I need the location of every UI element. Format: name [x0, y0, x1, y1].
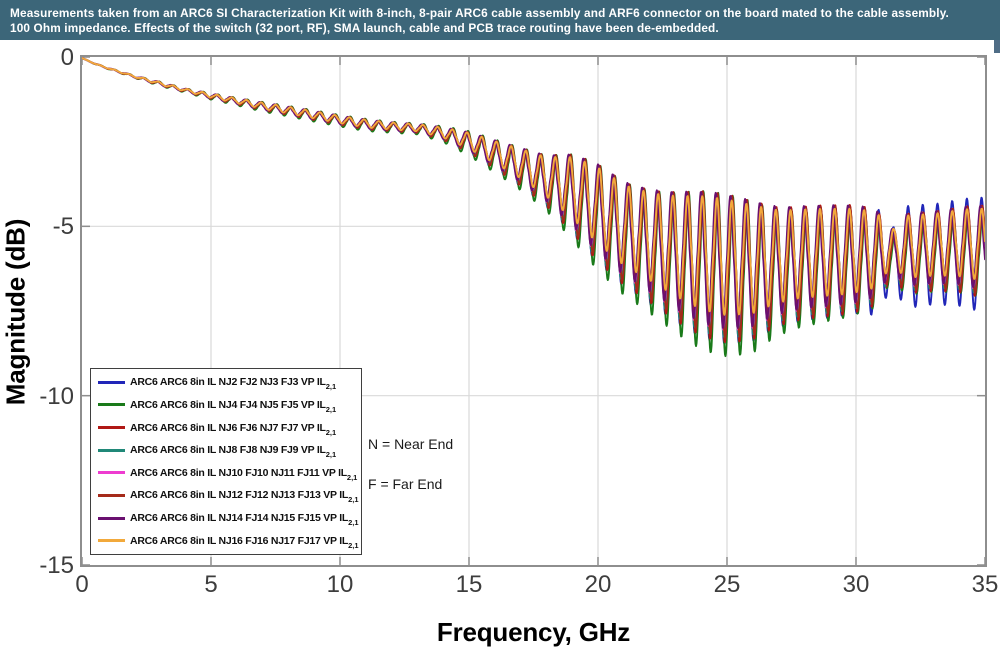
legend-label: ARC6 ARC6 8in IL NJ10 FJ10 NJ11 FJ11 VP … [130, 466, 358, 482]
legend-subscript: 2,1 [348, 518, 359, 528]
legend-swatch [98, 403, 125, 407]
annotation-far-end: F = Far End [368, 476, 443, 492]
annotation-near-end: N = Near End [368, 436, 454, 452]
x-tick-label: 15 [455, 571, 483, 598]
legend-subscript: 2,1 [348, 540, 359, 550]
legend-label: ARC6 ARC6 8in IL NJ8 FJ8 NJ9 FJ9 VP IL2,… [130, 444, 337, 460]
legend-label: ARC6 ARC6 8in IL NJ14 FJ14 NJ15 FJ15 VP … [130, 512, 359, 528]
legend-subscript: 2,1 [325, 404, 337, 414]
legend-item: ARC6 ARC6 8in IL NJ2 FJ2 NJ3 FJ3 VP IL2,… [91, 372, 361, 393]
legend-item: ARC6 ARC6 8in IL NJ16 FJ16 NJ17 FJ17 VP … [91, 530, 361, 551]
legend-swatch [98, 539, 125, 543]
legend-swatch [98, 426, 125, 430]
y-tick-label: 0 [60, 44, 74, 71]
legend-swatch [98, 448, 125, 452]
legend-box: ARC6 ARC6 8in IL NJ2 FJ2 NJ3 FJ3 VP IL2,… [90, 368, 362, 555]
banner-line-2: 100 Ohm impedance. Effects of the switch… [10, 20, 719, 35]
legend-label: ARC6 ARC6 8in IL NJ6 FJ6 NJ7 FJ7 VP IL2,… [130, 421, 337, 437]
x-tick-label: 20 [584, 571, 612, 598]
x-tick-label: 25 [713, 571, 741, 598]
legend-item: ARC6 ARC6 8in IL NJ6 FJ6 NJ7 FJ7 VP IL2,… [91, 417, 361, 438]
y-tick-label: -15 [39, 552, 74, 579]
legend-label: ARC6 ARC6 8in IL NJ16 FJ16 NJ17 FJ17 VP … [130, 534, 359, 550]
header-banner: Measurements taken from an ARC6 SI Chara… [0, 0, 1000, 40]
y-axis-label: Magnitude (dB) [0, 218, 31, 406]
x-tick-label: 10 [326, 571, 354, 598]
legend-item: ARC6 ARC6 8in IL NJ14 FJ14 NJ15 FJ15 VP … [91, 508, 361, 529]
legend-swatch [98, 516, 125, 520]
legend-subscript: 2,1 [325, 450, 337, 460]
x-axis-label: Frequency, GHz [436, 617, 631, 647]
x-tick-label: 0 [75, 571, 89, 598]
legend-item: ARC6 ARC6 8in IL NJ8 FJ8 NJ9 FJ9 VP IL2,… [91, 440, 361, 461]
legend-label: ARC6 ARC6 8in IL NJ12 FJ12 NJ13 FJ13 VP … [130, 489, 359, 505]
legend-item: ARC6 ARC6 8in IL NJ4 FJ4 NJ5 FJ5 VP IL2,… [91, 394, 361, 415]
legend-subscript: 2,1 [348, 495, 359, 505]
legend-swatch [98, 471, 125, 475]
corner-tab [994, 40, 1000, 53]
x-tick-label: 5 [204, 571, 218, 598]
legend-subscript: 2,1 [325, 382, 337, 392]
legend-subscript: 2,1 [325, 427, 337, 437]
legend-item: ARC6 ARC6 8in IL NJ12 FJ12 NJ13 FJ13 VP … [91, 485, 361, 506]
legend-swatch [98, 380, 125, 384]
legend-item: ARC6 ARC6 8in IL NJ10 FJ10 NJ11 FJ11 VP … [91, 462, 361, 483]
banner-line-1: Measurements taken from an ARC6 SI Chara… [10, 6, 949, 20]
plot-area: ARC6 ARC6 8in IL NJ2 FJ2 NJ3 FJ3 VP IL2,… [80, 55, 987, 567]
legend-label: ARC6 ARC6 8in IL NJ2 FJ2 NJ3 FJ3 VP IL2,… [130, 376, 337, 392]
legend-label: ARC6 ARC6 8in IL NJ4 FJ4 NJ5 FJ5 VP IL2,… [130, 398, 337, 414]
x-tick-label: 35 [971, 571, 999, 598]
legend-swatch [98, 493, 125, 497]
x-tick-label: 30 [842, 571, 870, 598]
legend-subscript: 2,1 [346, 472, 358, 482]
